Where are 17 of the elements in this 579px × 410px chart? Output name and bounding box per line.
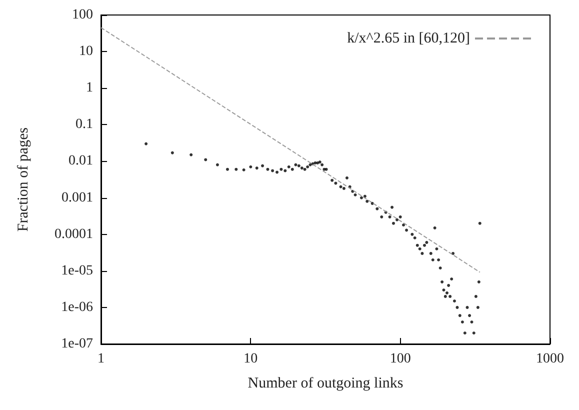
x-tick-label: 10 [244, 352, 258, 366]
y-tick-label: 1e-07 [61, 336, 93, 352]
legend-label: k/x^2.65 in [60,120] [347, 30, 470, 46]
y-tick-label: 1 [86, 80, 93, 96]
y-tick-label: 0.01 [68, 154, 93, 169]
y-tick-label: 1e-06 [61, 300, 93, 315]
x-axis-title: Number of outgoing links [248, 376, 404, 392]
y-tick-label: 0.001 [62, 190, 93, 206]
x-tick-label: 1 [98, 352, 104, 366]
y-tick-label: 0.1 [76, 117, 93, 132]
x-tick-label: 1000 [536, 352, 564, 366]
y-tick-label: 1e-05 [61, 263, 93, 278]
y-axis-title: Fraction of pages [16, 127, 32, 232]
y-tick-label: 100 [72, 8, 93, 22]
x-tick-label: 100 [390, 352, 411, 366]
y-tick-label: 10 [79, 44, 93, 60]
y-tick-label: 0.0001 [54, 226, 93, 242]
